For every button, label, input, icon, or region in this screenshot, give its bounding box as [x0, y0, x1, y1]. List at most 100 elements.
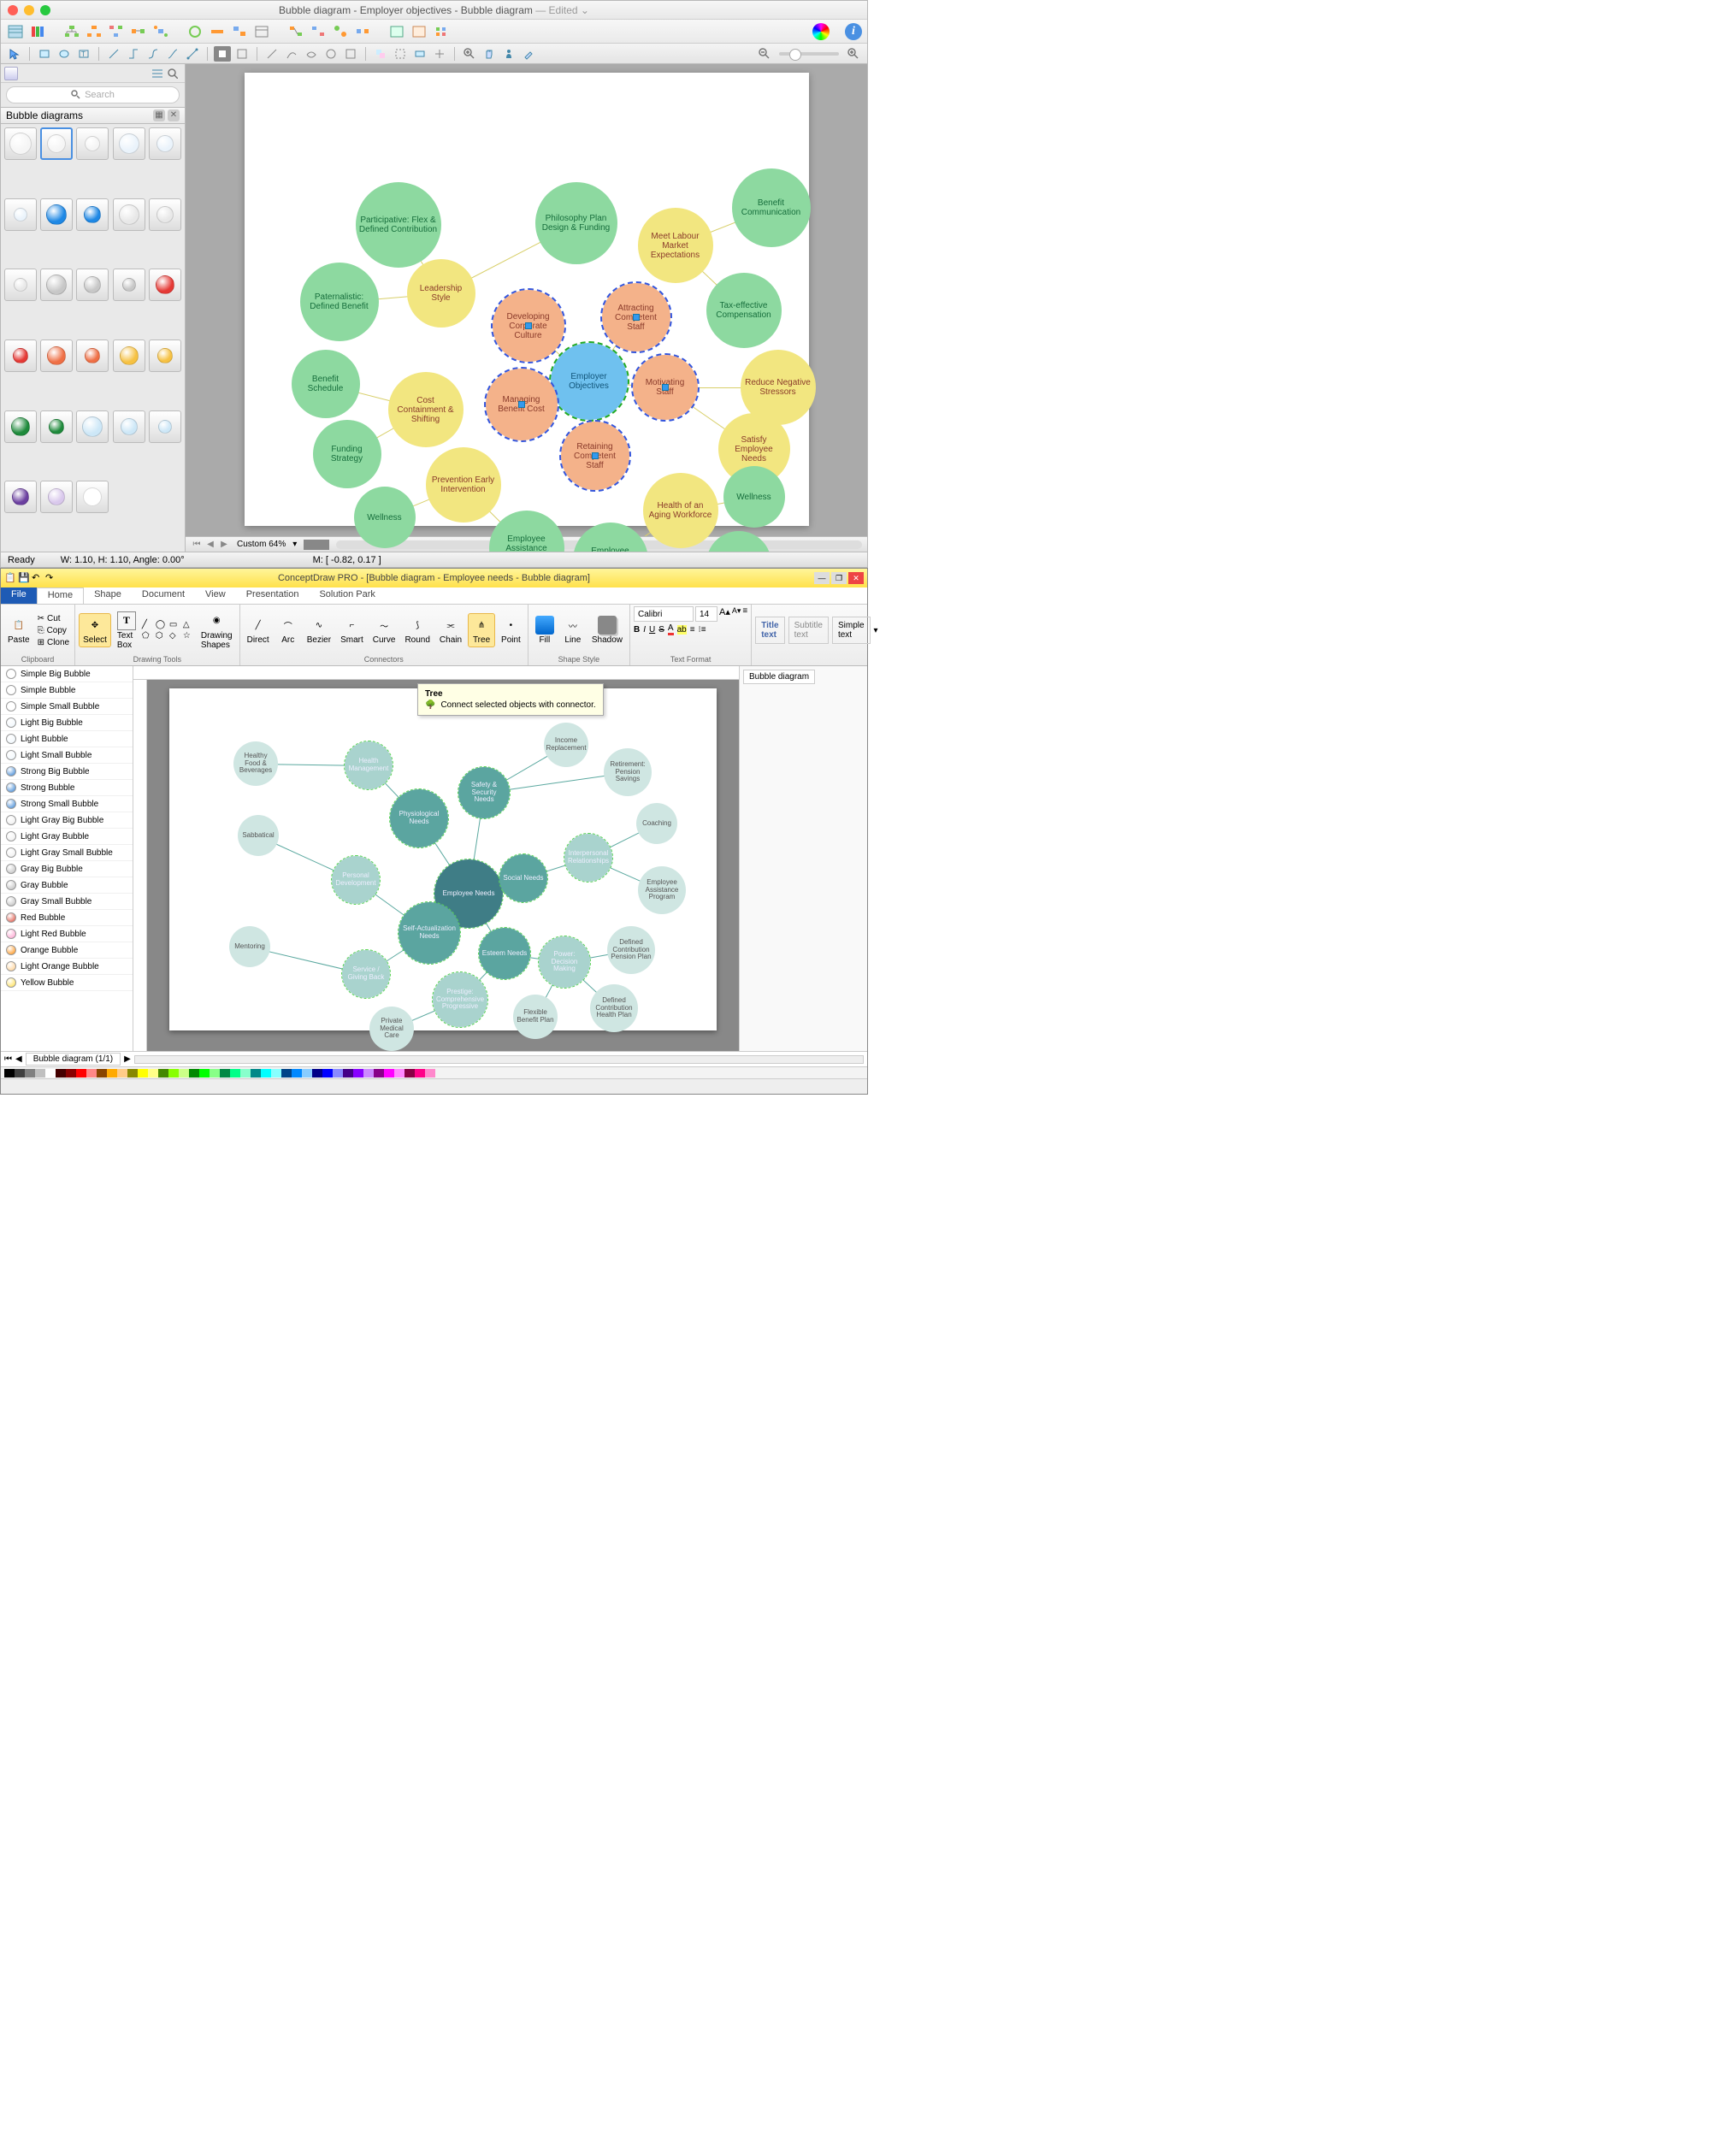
bubble-eap2[interactable]: Employee Assistance Program: [573, 523, 648, 552]
shape-list-item[interactable]: Light Gray Big Bubble: [1, 812, 133, 829]
org2-icon[interactable]: [85, 23, 103, 40]
selected-tool[interactable]: [214, 46, 231, 62]
arrange4[interactable]: [431, 46, 448, 62]
palette-bubble[interactable]: [76, 198, 109, 231]
wbubble-selfact[interactable]: Self-Actualization Needs: [399, 902, 460, 964]
bubble-fund[interactable]: Funding Strategy: [313, 420, 381, 488]
connector-bezier[interactable]: ∿Bezier: [304, 614, 334, 646]
connect2-icon[interactable]: [309, 23, 328, 40]
shrink-font-icon[interactable]: A▾: [732, 606, 741, 622]
pen3-tool[interactable]: [303, 46, 320, 62]
palette-bubble[interactable]: [4, 339, 37, 372]
swatch[interactable]: [292, 1069, 302, 1078]
palette-bubble[interactable]: [113, 339, 145, 372]
diag3-icon[interactable]: [230, 23, 249, 40]
connector-direct[interactable]: ╱Direct: [244, 614, 273, 646]
wbubble-service[interactable]: Service / Giving Back: [342, 950, 390, 998]
bubble-lead[interactable]: Leadership Style: [407, 259, 475, 328]
wbubble-interp[interactable]: Interpersonal Relationships: [564, 834, 612, 882]
connector-curve[interactable]: 〜Curve: [369, 614, 399, 646]
bubble-benefit_comm[interactable]: Benefit Communication: [732, 168, 811, 247]
swatch[interactable]: [240, 1069, 251, 1078]
swatch[interactable]: [15, 1069, 25, 1078]
shape-list-item[interactable]: Orange Bubble: [1, 942, 133, 959]
swatch[interactable]: [384, 1069, 394, 1078]
cut-button[interactable]: ✂ Cut: [36, 613, 72, 624]
view2-icon[interactable]: [410, 23, 428, 40]
clone-button[interactable]: ⊞ Clone: [36, 637, 72, 648]
wbubble-income[interactable]: Income Replacement: [544, 723, 588, 767]
tab-view[interactable]: View: [195, 587, 236, 604]
pen4-tool[interactable]: [322, 46, 340, 62]
bold-button[interactable]: B: [634, 625, 640, 635]
swatch[interactable]: [117, 1069, 127, 1078]
bubble-well2[interactable]: Wellness: [723, 466, 785, 528]
shape-list-item[interactable]: Light Orange Bubble: [1, 959, 133, 975]
palette-bubble[interactable]: [149, 269, 181, 301]
list-view-icon[interactable]: [151, 68, 164, 80]
bubble-phil[interactable]: Philosophy Plan Design & Funding: [535, 182, 617, 264]
title-style[interactable]: Title text: [755, 617, 784, 644]
palette-bubble[interactable]: [149, 410, 181, 443]
textbox-button[interactable]: TText Box: [114, 610, 139, 652]
tab-nav-first-icon[interactable]: ⏮: [4, 1054, 12, 1064]
wbubble-phys[interactable]: Physiological Needs: [390, 789, 448, 847]
swatch[interactable]: [210, 1069, 220, 1078]
hand-tool[interactable]: [481, 46, 498, 62]
conn3-tool[interactable]: [164, 46, 181, 62]
page-thumb[interactable]: [304, 540, 329, 550]
org3-icon[interactable]: [107, 23, 126, 40]
page-first-icon[interactable]: ⏮: [191, 539, 203, 551]
palette-bubble[interactable]: [149, 339, 181, 372]
search-toggle-icon[interactable]: [168, 68, 181, 80]
swatch[interactable]: [425, 1069, 435, 1078]
tool-x1[interactable]: [233, 46, 251, 62]
shape-list-item[interactable]: Simple Small Bubble: [1, 699, 133, 715]
swatch[interactable]: [148, 1069, 158, 1078]
search-input[interactable]: Search: [6, 86, 180, 103]
page-next-icon[interactable]: ▶: [218, 539, 230, 551]
palette-bubble[interactable]: [4, 481, 37, 513]
win-min-icon[interactable]: —: [814, 572, 830, 584]
connector-chain[interactable]: ⫘Chain: [436, 614, 465, 646]
swatch[interactable]: [45, 1069, 56, 1078]
win-max-icon[interactable]: ❐: [831, 572, 847, 584]
wbubble-pmc[interactable]: Private Medical Care: [369, 1007, 414, 1051]
tab-shape[interactable]: Shape: [84, 587, 132, 604]
simple-style[interactable]: Simple text: [832, 617, 871, 644]
swatch[interactable]: [199, 1069, 210, 1078]
swatch[interactable]: [97, 1069, 107, 1078]
page-prev-icon[interactable]: ◀: [204, 539, 216, 551]
shape-list-item[interactable]: Simple Big Bubble: [1, 666, 133, 682]
swatch[interactable]: [363, 1069, 374, 1078]
shape-list-item[interactable]: Strong Bubble: [1, 780, 133, 796]
bubble-manage[interactable]: Managing Benefit Cost: [486, 369, 558, 440]
palette-bubble[interactable]: [40, 410, 73, 443]
bubble-attract[interactable]: Attracting Competent Staff: [602, 283, 670, 351]
side-mode-icon[interactable]: [4, 67, 18, 80]
wbubble-social[interactable]: Social Needs: [499, 854, 547, 902]
right-tab[interactable]: Bubble diagram: [743, 670, 815, 684]
rect-tool[interactable]: [36, 46, 53, 62]
wbubble-personal[interactable]: Personal Development: [332, 856, 380, 904]
palette-bubble[interactable]: [4, 269, 37, 301]
shape-list-item[interactable]: Strong Small Bubble: [1, 796, 133, 812]
tab-solution-park[interactable]: Solution Park: [309, 587, 385, 604]
tab-home[interactable]: Home: [37, 587, 84, 604]
view3-icon[interactable]: [432, 23, 451, 40]
page-tab[interactable]: Bubble diagram (1/1): [26, 1053, 121, 1066]
palette-bubble[interactable]: [149, 198, 181, 231]
swatch[interactable]: [179, 1069, 189, 1078]
win-hscroll[interactable]: [134, 1055, 864, 1064]
shape-list-item[interactable]: Light Red Bubble: [1, 926, 133, 942]
bubble-cost[interactable]: Cost Containment & Shifting: [388, 372, 464, 447]
bubble-retain[interactable]: Retaining Competent Staff: [561, 422, 629, 490]
shape-list-item[interactable]: Simple Bubble: [1, 682, 133, 699]
palette-bubble[interactable]: [76, 269, 109, 301]
copy-button[interactable]: ⎘ Copy: [36, 625, 72, 636]
text-tool[interactable]: T: [75, 46, 92, 62]
bubble-prev[interactable]: Prevention Early Intervention: [426, 447, 501, 523]
zoom-slider[interactable]: [779, 52, 839, 56]
swatch[interactable]: [374, 1069, 384, 1078]
arrange1[interactable]: [372, 46, 389, 62]
